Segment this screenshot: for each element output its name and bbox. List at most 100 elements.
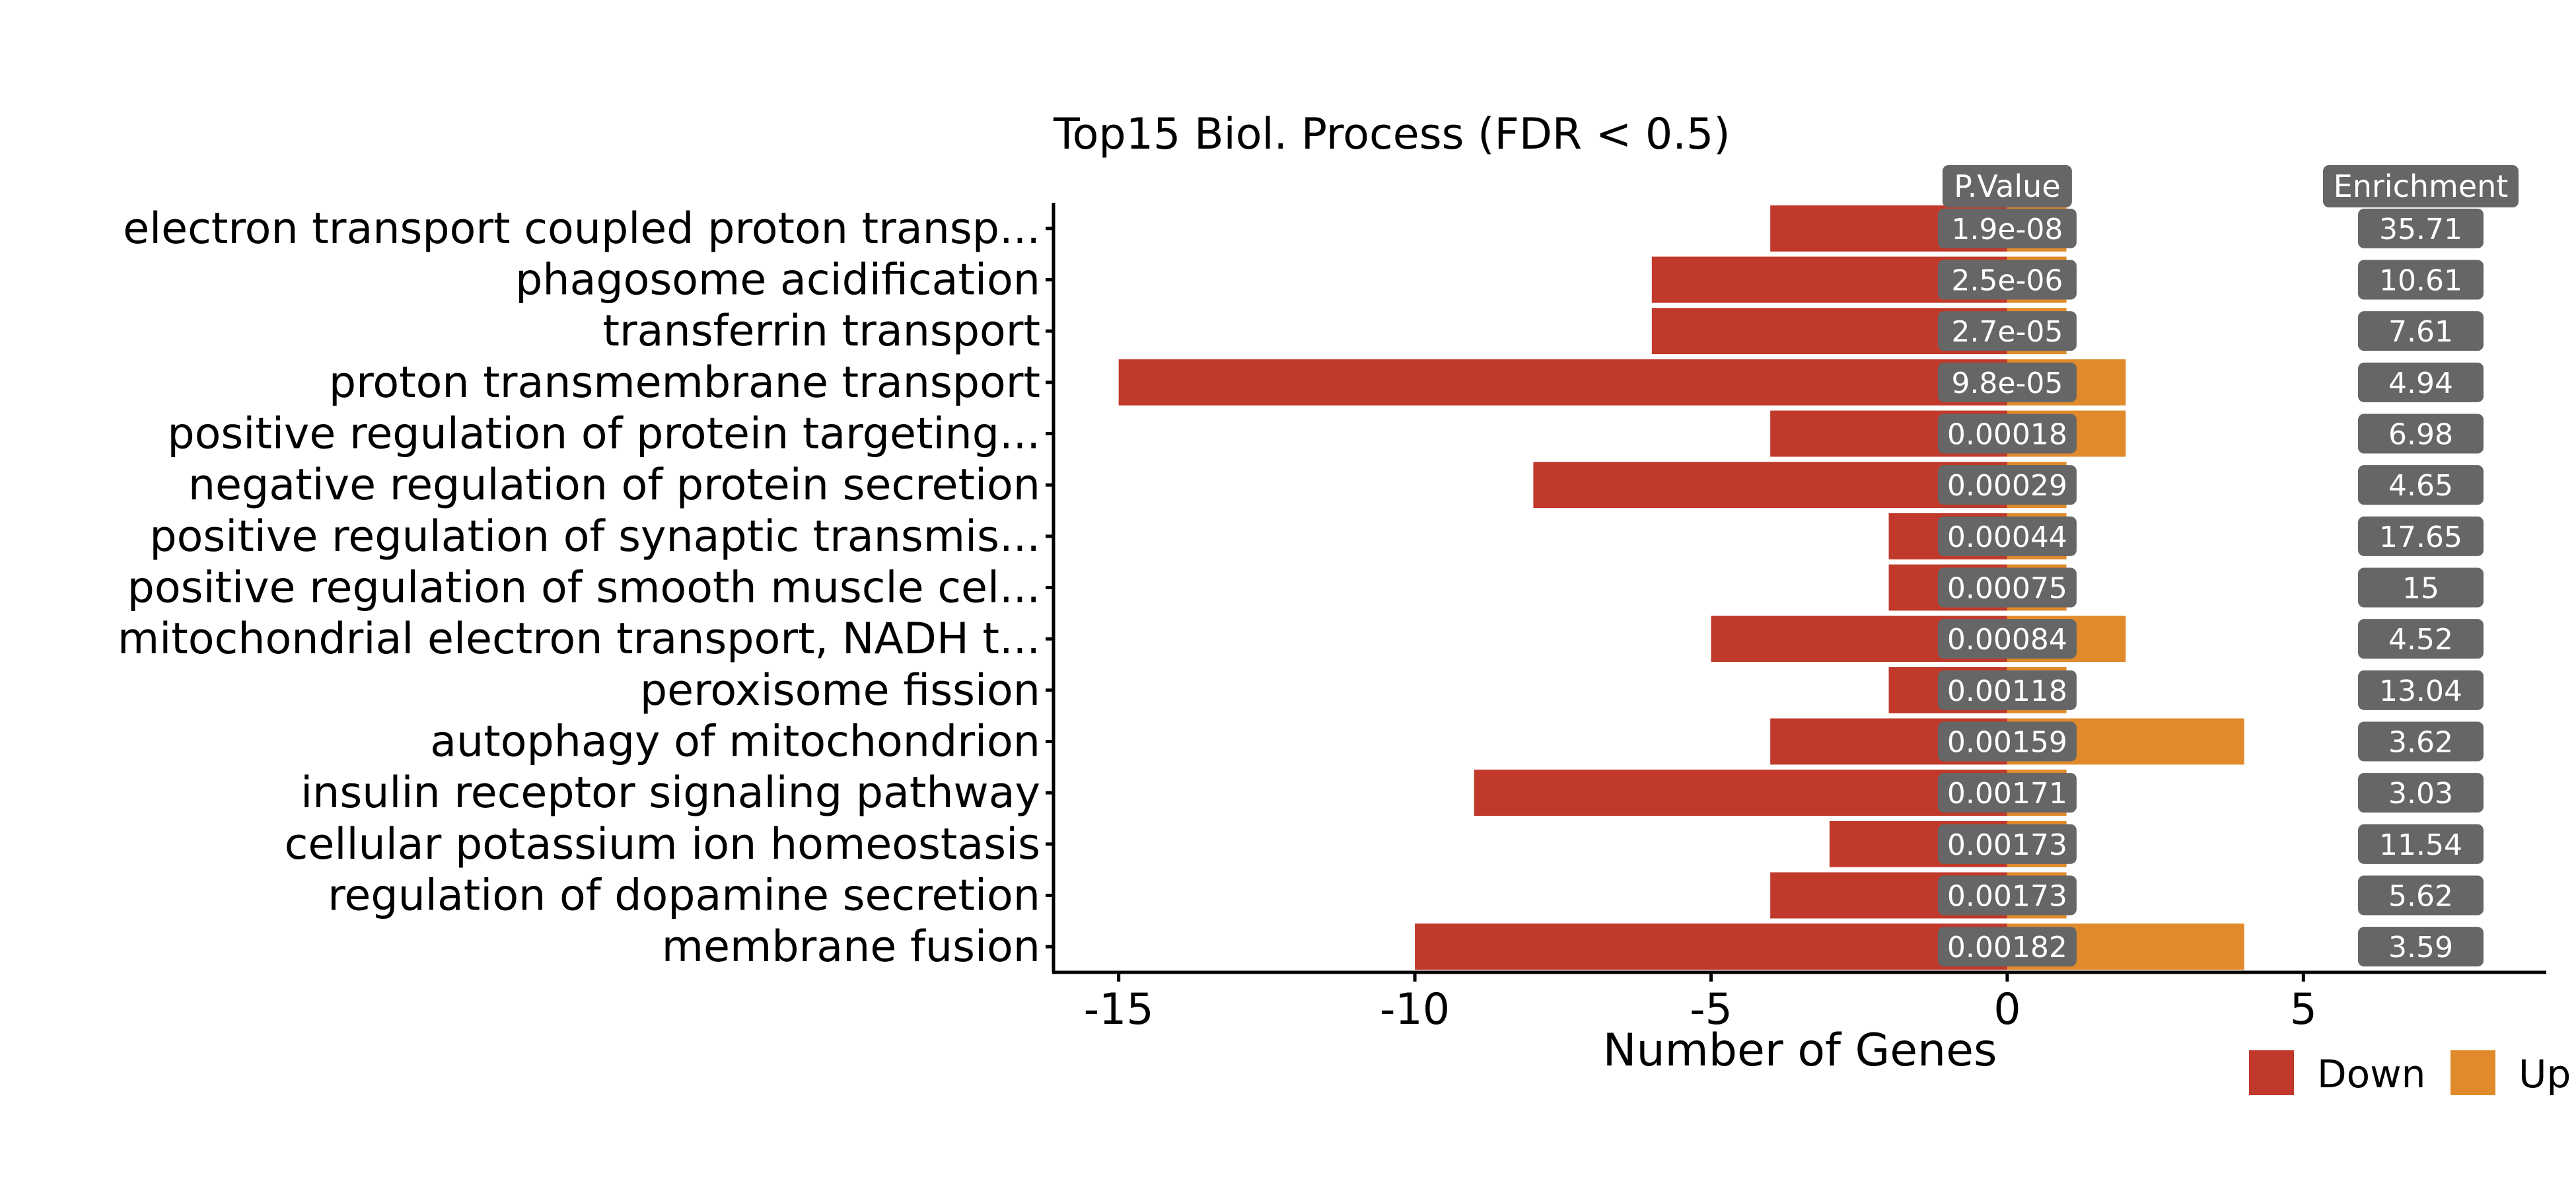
enrichment-box [2358,773,2484,813]
enrichment-label: 4.65 [2388,469,2453,503]
p-value-label: 0.00075 [1947,572,2067,606]
p-value-box [1937,773,2077,813]
category-label: electron transport coupled proton transp… [123,204,1040,254]
enrichment-box [2358,260,2484,300]
enrichment-header: Enrichment [2334,168,2509,204]
p-value-box [1937,619,2077,659]
p-value-box [1937,927,2077,967]
category-label: phagosome acidification [515,256,1040,305]
enrichment-column: 35.71 10.61 7.61 4.94 6.98 4.65 17.65 15 4.52 13.… [2323,165,2519,967]
legend-key-down [2249,1050,2294,1095]
p-value-box [1937,414,2077,454]
x-axis-ticks: -15 -10 -5 0 5 [1084,972,2317,1034]
p-value-label: 0.00182 [1947,931,2067,964]
enrichment-label: 5.62 [2388,880,2453,914]
p-value-label: 0.00018 [1947,418,2067,452]
x-axis-title: Number of Genes [1603,1025,1997,1077]
p-value-column: 1.9e-08 2.5e-06 2.7e-05 9.8e-05 0.00018 0.000… [1937,165,2077,967]
bar-down [1474,770,2007,816]
p-value-label: 0.00171 [1947,777,2067,811]
enrichment-label: 7.61 [2388,315,2453,349]
p-value-label: 2.5e-06 [1951,264,2063,298]
enrichment-box [2358,516,2484,556]
p-value-box [1937,824,2077,864]
p-value-label: 2.7e-05 [1951,315,2063,349]
category-label: transferrin transport [602,306,1040,356]
legend-label-down: Down [2317,1052,2425,1097]
p-value-label: 0.00118 [1947,674,2067,708]
enrichment-label: 4.94 [2388,367,2453,400]
category-label: positive regulation of smooth muscle cel… [127,563,1040,613]
category-label: regulation of dopamine secretion [328,871,1040,921]
category-label: proton transmembrane transport [329,358,1040,408]
x-tick-label: -5 [1690,985,1733,1034]
enrichment-box [2358,721,2484,762]
enrichment-box [2358,414,2484,454]
p-value-label: 0.00173 [1947,880,2067,914]
enrichment-label: 3.59 [2388,931,2453,964]
category-label: mitochondrial electron transport, NADH t… [118,614,1040,664]
p-value-label: 0.00084 [1947,623,2067,657]
enrichment-box [2358,875,2484,916]
enrichment-box [2358,567,2484,608]
enrichment-box [2358,670,2484,710]
chart-title: Top15 Biol. Process (FDR < 0.5) [1053,110,1731,159]
enrichment-label: 11.54 [2379,828,2462,862]
p-value-box [1937,875,2077,916]
bar-down [1533,462,2007,509]
category-label: insulin receptor signaling pathway [301,768,1040,818]
enrichment-label: 35.71 [2379,213,2462,246]
enrichment-box [2358,208,2484,248]
category-label: positive regulation of synaptic transmis… [149,512,1040,561]
bar-down [1415,923,2007,970]
p-value-box [1937,567,2077,608]
p-value-label: 9.8e-05 [1951,367,2063,400]
p-value-label: 0.00044 [1947,521,2067,554]
x-tick-label: 0 [1993,985,2021,1034]
legend-label-up: Up [2519,1052,2571,1097]
category-label: autophagy of mitochondrion [430,717,1040,767]
p-value-header: P.Value [1954,168,2061,204]
p-value-box [1937,260,2077,300]
p-value-label: 1.9e-08 [1951,213,2063,246]
x-tick-label: -15 [1084,985,1154,1034]
p-value-label: 0.00029 [1947,469,2067,503]
enrichment-label: 15 [2402,572,2439,606]
enrichment-label: 3.62 [2388,726,2453,760]
p-value-box [1937,670,2077,710]
legend-key-up [2451,1050,2495,1095]
enrichment-box [2358,465,2484,505]
p-value-box [1937,721,2077,762]
category-label: membrane fusion [662,922,1040,972]
x-tick-label: -10 [1380,985,1450,1034]
category-labels: electron transport coupled proton transp… [118,204,1054,972]
enrichment-label: 3.03 [2388,777,2453,811]
p-value-header-box [1942,165,2072,207]
enrichment-label: 4.52 [2388,623,2453,657]
enrichment-label: 13.04 [2379,674,2462,708]
category-label: positive regulation of protein targeting… [167,410,1040,459]
enrichment-label: 17.65 [2379,521,2462,554]
enrichment-box [2358,362,2484,402]
category-label: peroxisome fission [640,666,1040,715]
bar-down [1118,359,2007,406]
p-value-box [1937,311,2077,351]
enrichment-label: 10.61 [2379,264,2462,298]
category-label: negative regulation of protein secretion [188,460,1040,510]
enrichment-box [2358,619,2484,659]
enrichment-box [2358,311,2484,351]
enrichment-header-box [2323,165,2519,207]
enrichment-box [2358,927,2484,967]
p-value-label: 0.00173 [1947,828,2067,862]
p-value-box [1937,208,2077,248]
enrichment-label: 6.98 [2388,418,2453,452]
p-value-label: 0.00159 [1947,726,2067,760]
p-value-box [1937,362,2077,402]
enrichment-box [2358,824,2484,864]
p-value-box [1937,516,2077,556]
x-tick-label: 5 [2290,985,2317,1034]
p-value-box [1937,465,2077,505]
legend: Down Up [2249,1050,2571,1097]
category-label: cellular potassium ion homeostasis [285,820,1040,869]
